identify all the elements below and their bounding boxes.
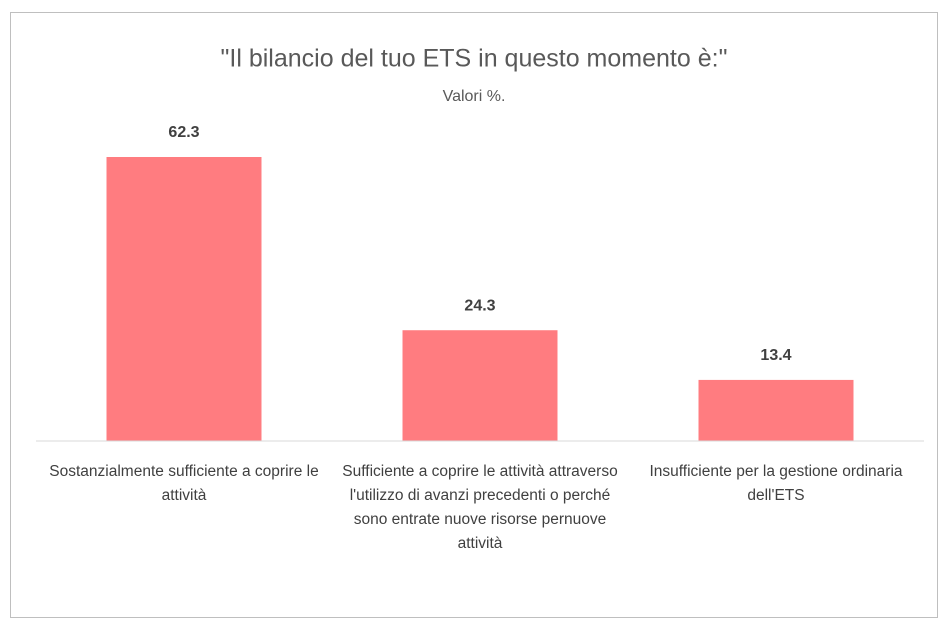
chart-subtitle: Valori %. [443, 88, 506, 105]
data-label: 24.3 [464, 297, 495, 314]
x-tick-label: Sostanzialmente sufficiente a coprire le… [49, 463, 319, 504]
bar [698, 379, 854, 441]
x-tick-label: Insufficiente per la gestione ordinaria … [649, 463, 903, 504]
chart-title: "Il bilancio del tuo ETS in questo momen… [221, 45, 728, 73]
bar [106, 157, 262, 441]
data-label: 62.3 [168, 124, 199, 141]
bar [402, 330, 558, 441]
data-label: 13.4 [760, 347, 791, 364]
x-tick-label: Sufficiente a coprire le attività attrav… [342, 463, 618, 552]
